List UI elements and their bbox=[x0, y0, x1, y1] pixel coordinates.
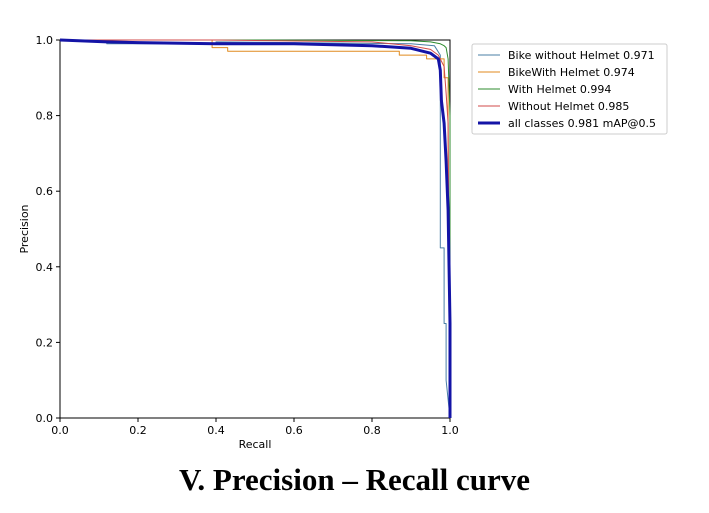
legend-label-3: With Helmet 0.994 bbox=[508, 83, 611, 96]
legend-frame bbox=[471, 43, 668, 135]
y-tick-label: 0.4 bbox=[36, 261, 54, 274]
y-axis-label: Precision bbox=[18, 204, 31, 253]
series-line-4 bbox=[60, 39, 451, 419]
legend-label-2: BikeWith Helmet 0.974 bbox=[508, 66, 635, 79]
x-tick-label: 0.0 bbox=[51, 424, 69, 437]
x-tick-label: 0.6 bbox=[285, 424, 303, 437]
x-tick-label: 0.4 bbox=[207, 424, 225, 437]
series-line-3 bbox=[60, 39, 451, 418]
y-tick-label: 0.2 bbox=[36, 336, 54, 349]
x-axis-label: Recall bbox=[239, 438, 272, 451]
legend-label-5: all classes 0.981 mAP@0.5 bbox=[508, 117, 656, 130]
axes-layer: 0.0 0.2 0.4 0.6 0.8 1.0 0.0 0.2 0.4 0.6 0.8 1.0 bbox=[36, 34, 459, 437]
plot-area bbox=[59, 39, 451, 419]
x-tick-label: 0.2 bbox=[129, 424, 147, 437]
legend: Bike without Helmet 0.971 BikeWith Helmet… bbox=[471, 43, 668, 135]
x-tick-label: 1.0 bbox=[441, 424, 459, 437]
legend-label-1: Bike without Helmet 0.971 bbox=[508, 49, 655, 62]
series-layer bbox=[59, 38, 452, 419]
series-line-2 bbox=[60, 39, 451, 419]
x-tick-label: 0.8 bbox=[363, 424, 381, 437]
y-tick-label: 0.8 bbox=[36, 110, 54, 123]
y-tick-label: 0.6 bbox=[36, 185, 54, 198]
legend-label-4: Without Helmet 0.985 bbox=[508, 100, 629, 113]
series-line-5 bbox=[59, 38, 452, 418]
y-tick-label: 0.0 bbox=[36, 412, 54, 425]
y-tick-label: 1.0 bbox=[36, 34, 54, 47]
figure-caption: V. Precision – Recall curve bbox=[179, 462, 530, 497]
